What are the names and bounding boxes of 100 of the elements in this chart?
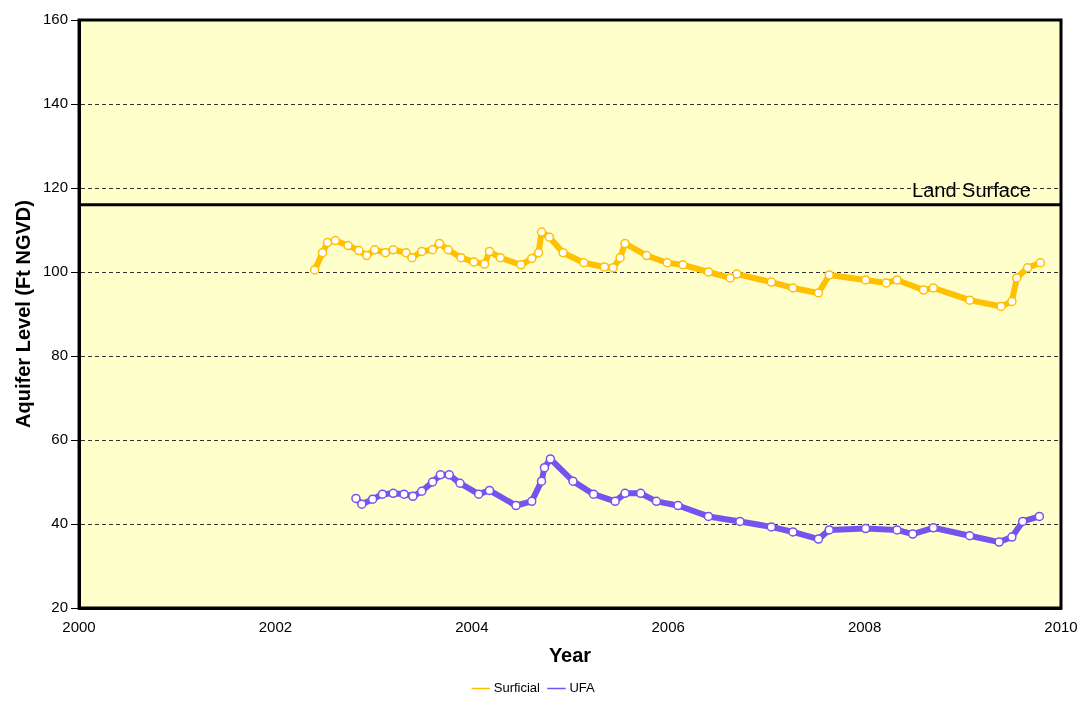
y-tick-label: 20 xyxy=(51,598,69,616)
point xyxy=(354,245,364,256)
point xyxy=(317,247,328,258)
point xyxy=(994,537,1004,547)
point xyxy=(788,283,798,293)
x-tick-label: 2006 xyxy=(651,618,685,636)
point xyxy=(357,499,367,510)
point xyxy=(735,516,745,527)
legend-label: UFA xyxy=(569,680,596,696)
point xyxy=(343,240,353,251)
x-axis-title: Year xyxy=(548,643,592,666)
point xyxy=(443,244,453,255)
point xyxy=(456,252,466,263)
point xyxy=(599,262,610,272)
point xyxy=(330,235,341,246)
x-tick-label: 2010 xyxy=(1044,618,1078,636)
y-tick-label: 120 xyxy=(43,178,69,196)
point xyxy=(813,534,824,544)
point xyxy=(516,260,526,270)
legend-label: Surficial xyxy=(493,680,541,696)
x-tick-label: 2000 xyxy=(62,618,96,636)
y-axis-title: Aquifer Level (Ft NGVD) xyxy=(11,200,34,428)
point xyxy=(996,301,1006,312)
point xyxy=(1007,296,1017,307)
point xyxy=(1012,273,1022,283)
point xyxy=(662,258,672,268)
point xyxy=(545,454,556,464)
point xyxy=(824,525,834,535)
point xyxy=(533,247,544,258)
x-tick-label: 2008 xyxy=(847,618,882,636)
point xyxy=(892,275,902,285)
point xyxy=(388,244,399,255)
point xyxy=(479,259,490,269)
point xyxy=(1007,532,1017,542)
point xyxy=(579,258,589,268)
point xyxy=(558,247,568,258)
point xyxy=(1035,258,1046,268)
ref-line-label: Land Surface xyxy=(912,179,1031,202)
point xyxy=(725,273,735,283)
point xyxy=(928,283,939,293)
point xyxy=(434,238,445,249)
point xyxy=(351,493,361,504)
point xyxy=(362,250,372,261)
y-tick-label: 80 xyxy=(51,346,69,364)
y-tick-label: 160 xyxy=(43,10,69,28)
point xyxy=(608,263,618,273)
point xyxy=(473,489,484,499)
point xyxy=(703,267,714,277)
point xyxy=(455,478,465,489)
point xyxy=(881,278,891,288)
point xyxy=(369,244,380,255)
point xyxy=(536,476,547,486)
point xyxy=(435,470,446,480)
point xyxy=(408,491,418,502)
point xyxy=(824,270,834,280)
point xyxy=(401,247,411,258)
point xyxy=(469,257,479,267)
point xyxy=(322,237,333,248)
point xyxy=(788,527,798,537)
point xyxy=(928,523,939,533)
point xyxy=(495,252,506,263)
y-tick-label: 140 xyxy=(43,94,69,112)
point xyxy=(892,525,902,535)
point xyxy=(918,285,929,295)
point xyxy=(964,295,975,305)
point xyxy=(620,488,630,499)
point xyxy=(964,531,975,541)
point xyxy=(620,238,630,249)
point xyxy=(416,486,427,496)
point xyxy=(399,489,409,499)
y-tick-label: 60 xyxy=(51,430,69,448)
point xyxy=(732,269,742,279)
point xyxy=(588,489,599,499)
point xyxy=(526,253,537,264)
point xyxy=(678,260,688,270)
point xyxy=(860,275,871,285)
x-tick-label: 2002 xyxy=(258,618,293,636)
point xyxy=(673,500,683,511)
point xyxy=(907,529,918,539)
point xyxy=(427,244,438,255)
point xyxy=(444,470,454,480)
point xyxy=(1022,263,1033,273)
point xyxy=(1034,511,1045,522)
point xyxy=(766,522,777,532)
point xyxy=(484,485,495,496)
point xyxy=(860,523,871,534)
y-tick-label: 100 xyxy=(43,262,69,280)
point xyxy=(610,496,620,507)
point xyxy=(568,476,578,486)
point xyxy=(367,494,378,504)
x-tick-label: 2004 xyxy=(455,618,489,636)
point xyxy=(377,489,388,499)
point xyxy=(309,265,320,275)
point xyxy=(427,477,438,487)
point xyxy=(388,488,399,499)
y-tick-label: 40 xyxy=(51,514,69,532)
point xyxy=(703,511,714,522)
point xyxy=(511,500,521,511)
point xyxy=(407,252,417,263)
point xyxy=(641,250,652,261)
